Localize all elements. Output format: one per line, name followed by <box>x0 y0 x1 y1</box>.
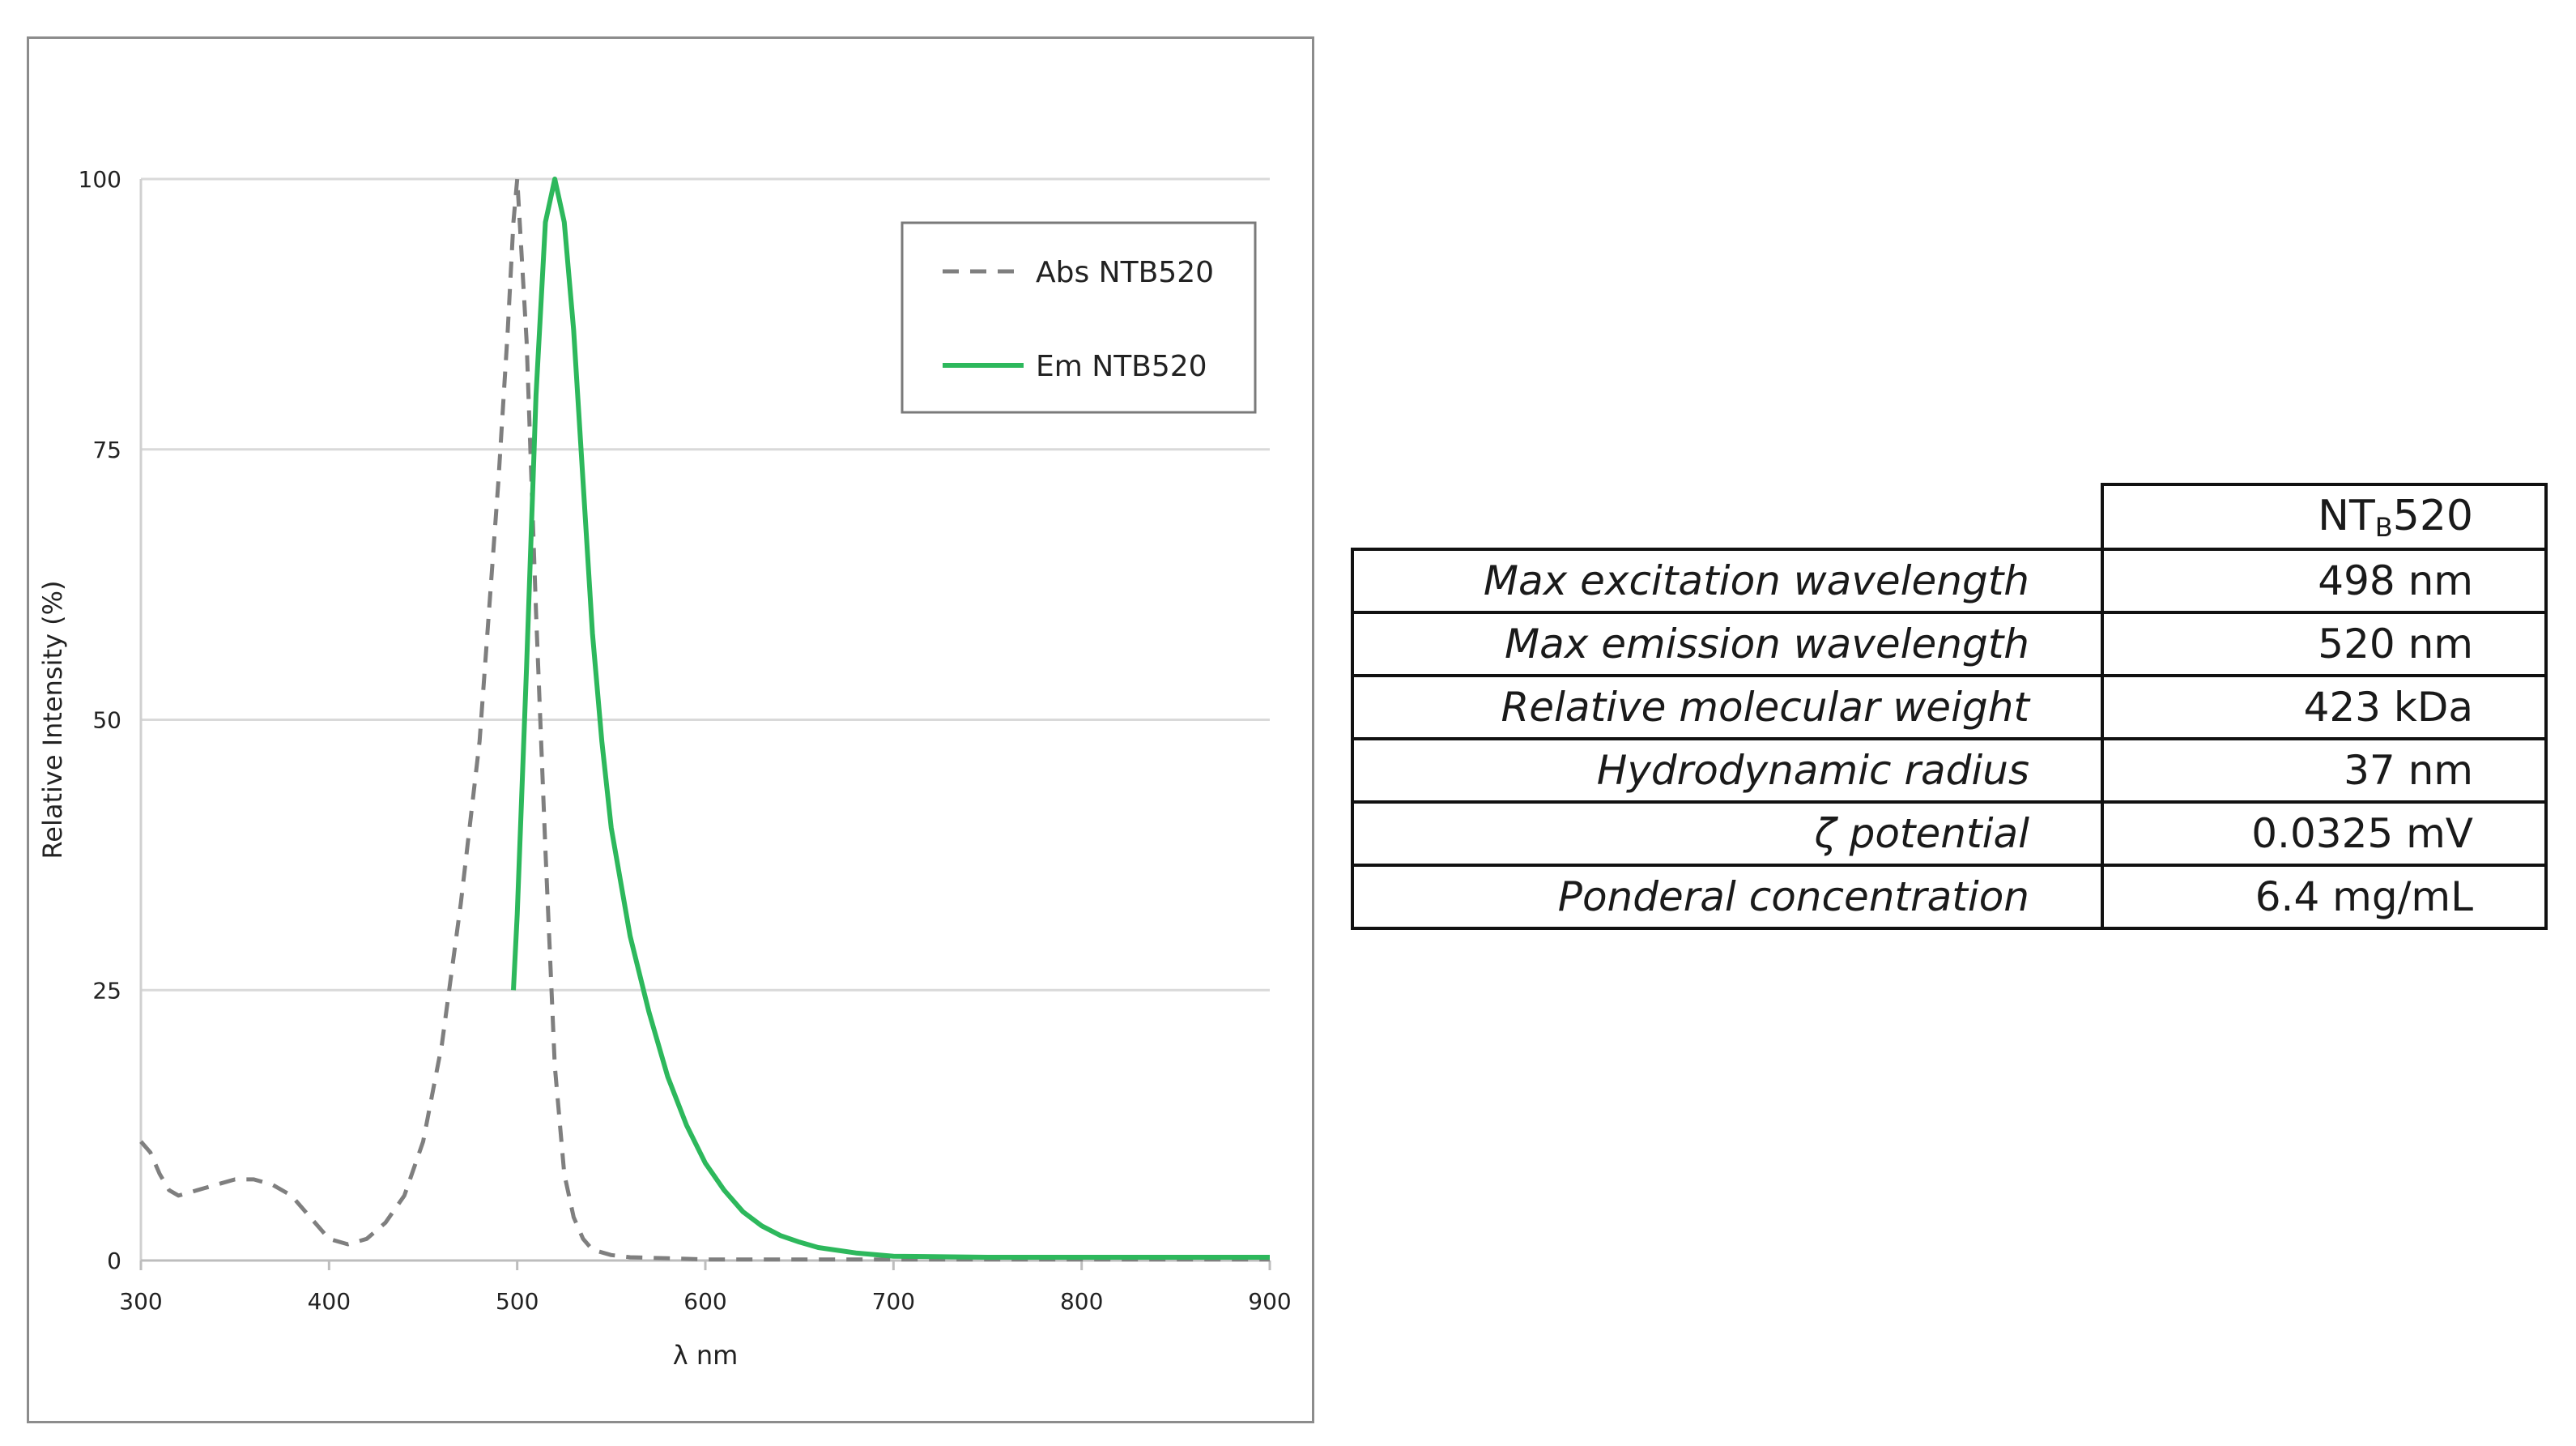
row-label: ζ potential <box>1351 800 2104 867</box>
series-line-abs <box>139 177 1270 1262</box>
row-label: Max emission wavelength <box>1351 611 2104 677</box>
row-value: 423 kDa <box>2101 674 2548 740</box>
x-axis-title: λ nm <box>673 1340 739 1371</box>
row-value: 37 nm <box>2101 737 2548 804</box>
spectrum-plot: 0 25 50 75 100 300 400 500 600 700 800 900 Abs NTB5… <box>37 166 1292 1371</box>
row-label: Max excitation wavelength <box>1351 548 2104 614</box>
x-tick-label: 900 <box>1248 1288 1291 1315</box>
table-row: Hydrodynamic radius 37 nm <box>1351 737 2548 804</box>
x-tick-label: 800 <box>1060 1288 1103 1315</box>
table-header-product: NTB520 <box>2101 483 2548 551</box>
y-tick-label: 100 <box>79 166 121 193</box>
table-row: ζ potential 0.0325 mV <box>1351 800 2548 867</box>
table-row: Max excitation wavelength 498 nm <box>1351 548 2548 614</box>
table-header-row: NTB520 <box>1352 483 2548 551</box>
x-tick-label: 500 <box>496 1288 539 1315</box>
row-value: 6.4 mg/mL <box>2101 864 2548 930</box>
table-row: Ponderal concentration 6.4 mg/mL <box>1351 864 2548 930</box>
spectrum-chart: 0 25 50 75 100 300 400 500 600 700 800 900 Abs NTB5… <box>27 36 1314 1423</box>
y-tick-label: 75 <box>92 437 121 463</box>
row-label: Hydrodynamic radius <box>1351 737 2104 804</box>
series-line-em <box>511 177 1270 1260</box>
table-row: Relative molecular weight 423 kDa <box>1351 674 2548 740</box>
row-value: 498 nm <box>2101 548 2548 614</box>
legend-label: Em NTB520 <box>1036 350 1207 383</box>
row-value: 0.0325 mV <box>2101 800 2548 867</box>
table-row: Max emission wavelength 520 nm <box>1351 611 2548 677</box>
legend-box <box>901 221 1257 414</box>
x-tick-label: 300 <box>119 1288 162 1315</box>
y-tick-label: 0 <box>107 1248 121 1274</box>
y-tick-label: 25 <box>92 977 121 1004</box>
row-label: Relative molecular weight <box>1351 674 2104 740</box>
legend-label: Abs NTB520 <box>1036 256 1214 289</box>
row-value: 520 nm <box>2101 611 2548 677</box>
row-label: Ponderal concentration <box>1351 864 2104 930</box>
y-tick-label: 50 <box>92 707 121 734</box>
x-tick-label: 400 <box>308 1288 351 1315</box>
x-tick-label: 700 <box>872 1288 915 1315</box>
y-axis-title: Relative Intensity (%) <box>37 580 68 859</box>
table-header-blank <box>1352 484 2102 551</box>
properties-table: NTB520 Max excitation wavelength 498 nm … <box>1351 483 2548 930</box>
x-tick-label: 600 <box>683 1288 726 1315</box>
